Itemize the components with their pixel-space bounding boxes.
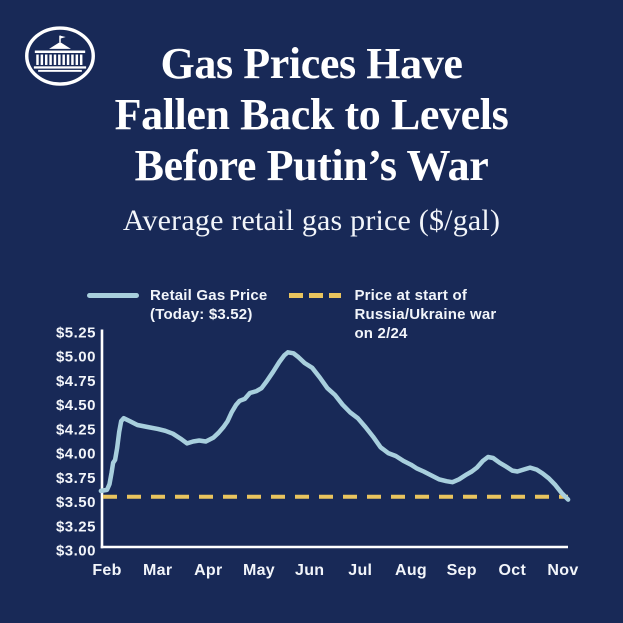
legend-war-line-3: on 2/24: [354, 325, 408, 342]
x-axis-tick-label: Sep: [447, 562, 477, 579]
x-axis-tick-label: Feb: [92, 562, 121, 579]
legend-retail-line-2: (Today: $3.52): [150, 306, 253, 323]
whitehouse-logo: [22, 24, 98, 90]
x-axis-tick-label: Aug: [395, 562, 427, 579]
x-axis-tick-label: Oct: [499, 562, 527, 579]
legend-item-war-start: Price at start of Russia/Ukraine war on …: [289, 286, 496, 343]
y-axis-tick-label: $3.00: [56, 543, 96, 560]
y-axis-tick-label: $5.00: [56, 349, 96, 366]
x-axis-tick-label: Apr: [194, 562, 222, 579]
title-line-3: Before Putin’s War: [134, 141, 489, 190]
y-axis-tick-label: $5.25: [56, 325, 96, 342]
y-axis-tick-label: $3.25: [56, 518, 96, 535]
legend-item-retail-price: Retail Gas Price (Today: $3.52): [87, 286, 267, 343]
x-axis-tick-label: Mar: [143, 562, 172, 579]
legend-war-line-2: Russia/Ukraine war: [354, 306, 497, 323]
x-axis-tick-label: May: [243, 562, 275, 579]
y-axis-tick-label: $4.00: [56, 446, 96, 463]
retail-gas-price-line: [98, 350, 571, 502]
legend-label-war-start: Price at start of Russia/Ukraine war on …: [354, 286, 496, 343]
legend-war-line-1: Price at start of: [354, 287, 468, 304]
legend-retail-line-1: Retail Gas Price: [150, 287, 268, 304]
page-title: Gas Prices Have Fallen Back to Levels Be…: [0, 38, 623, 191]
y-axis-tick-label: $4.75: [56, 373, 96, 390]
x-axis-tick-label: Nov: [547, 562, 578, 579]
legend-label-retail-price: Retail Gas Price (Today: $3.52): [150, 286, 267, 324]
y-axis-tick-label: $3.75: [56, 470, 96, 487]
chart-subtitle: Average retail gas price ($/gal): [122, 204, 501, 237]
y-axis-tick-label: $3.50: [56, 494, 96, 511]
chart-legend: Retail Gas Price (Today: $3.52) Price at…: [87, 286, 496, 343]
whitehouse-icon: [25, 26, 95, 86]
y-axis-tick-label: $4.25: [56, 421, 96, 438]
y-axis-tick-label: $4.50: [56, 397, 96, 414]
dashed-line-swatch-icon: [289, 293, 342, 298]
x-axis-tick-label: Jul: [348, 562, 372, 579]
solid-line-swatch-icon: [87, 293, 139, 298]
title-line-2: Fallen Back to Levels: [114, 90, 509, 139]
title-line-1: Gas Prices Have: [160, 39, 463, 88]
x-axis-tick-label: Jun: [295, 562, 324, 579]
